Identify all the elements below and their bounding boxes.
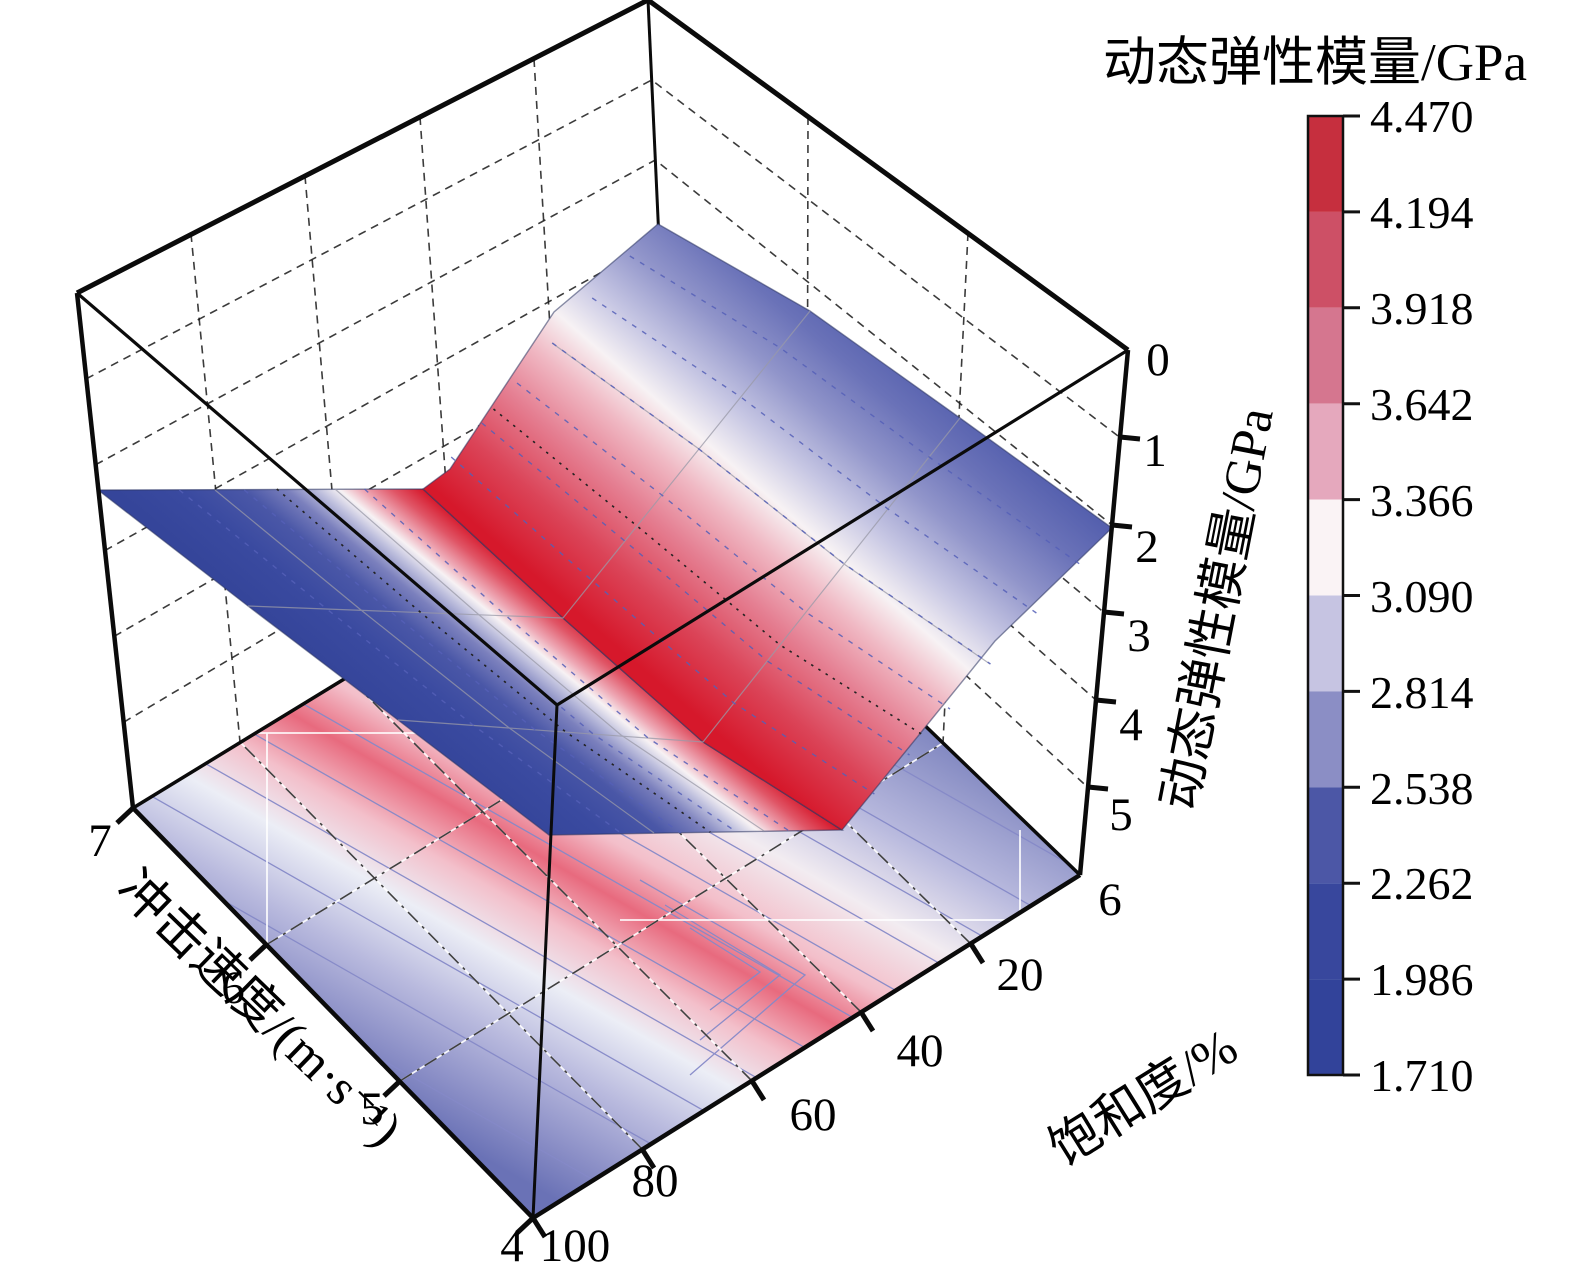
saturation-tick-labels: 100 80 60 40 20 (540, 949, 1044, 1272)
velocity-tick-6: 6 (221, 962, 245, 1014)
surface-dotted-gridlines (276, 408, 924, 833)
colorbar-segment (1308, 691, 1343, 788)
modulus-tick-4: 4 (1119, 699, 1143, 751)
colorbar-segment (1308, 787, 1343, 884)
saturation-tick-60: 60 (790, 1089, 837, 1141)
surface-3d (95, 223, 1114, 836)
colorbar-segment (1308, 883, 1343, 980)
colorbar-label: 1.986 (1370, 954, 1474, 1005)
axis-ticks (115, 434, 1141, 1239)
colorbar-segment (1308, 403, 1343, 500)
modulus-tick-labels: 0 1 2 3 4 5 6 (1098, 334, 1170, 926)
colorbar-label: 2.538 (1370, 763, 1474, 814)
saturation-tick-20: 20 (997, 949, 1044, 1001)
colorbar-label: 4.194 (1370, 187, 1474, 238)
colorbar-label: 3.642 (1370, 379, 1474, 430)
colorbar-label: 1.710 (1370, 1050, 1474, 1101)
colorbar-label: 2.814 (1370, 667, 1474, 718)
colorbar-segments (1308, 116, 1343, 1075)
modulus-tick-6: 6 (1098, 874, 1122, 926)
colorbar-segment (1308, 211, 1343, 308)
velocity-tick-7: 7 (88, 815, 112, 867)
modulus-tick-1: 1 (1143, 425, 1167, 477)
colorbar-label: 4.470 (1370, 91, 1474, 142)
velocity-tick-labels: 7 6 5 4 (88, 815, 524, 1272)
saturation-tick-40: 40 (897, 1025, 944, 1077)
colorbar-segment (1308, 595, 1343, 692)
velocity-tick-4: 4 (500, 1220, 524, 1272)
surface-mesh-lines (214, 310, 991, 834)
colorbar-segment (1308, 499, 1343, 596)
colorbar-segment (1308, 307, 1343, 404)
colorbar-label: 2.262 (1370, 858, 1474, 909)
colorbar-segment (1308, 116, 1343, 212)
colorbar-label: 3.918 (1370, 283, 1474, 334)
modulus-axis-label: 动态弹性模量/GPa (1152, 403, 1285, 814)
colorbar-tick-labels: 4.470 4.194 3.918 3.642 3.366 3.090 2.81… (1370, 91, 1474, 1101)
surface-contour-dashes (178, 255, 1081, 835)
colorbar-ticks (1343, 114, 1360, 1077)
saturation-tick-80: 80 (632, 1155, 679, 1207)
colorbar-title: 动态弹性模量/GPa (1103, 34, 1527, 92)
modulus-tick-5: 5 (1109, 789, 1133, 841)
saturation-axis-label: 饱和度/% (1040, 1019, 1247, 1178)
modulus-tick-0: 0 (1146, 334, 1170, 386)
velocity-tick-5: 5 (360, 1083, 384, 1135)
box-frame-front (74, 0, 1131, 1220)
colorbar-segment (1308, 979, 1343, 1075)
modulus-tick-2: 2 (1135, 521, 1159, 573)
colorbar-label: 3.366 (1370, 475, 1474, 526)
saturation-tick-100: 100 (540, 1220, 611, 1272)
modulus-tick-3: 3 (1127, 610, 1151, 662)
surface-far-flank (421, 223, 1114, 831)
colorbar: 动态弹性模量/GPa 4.470 (1103, 34, 1527, 1101)
colorbar-label: 3.090 (1370, 571, 1474, 622)
